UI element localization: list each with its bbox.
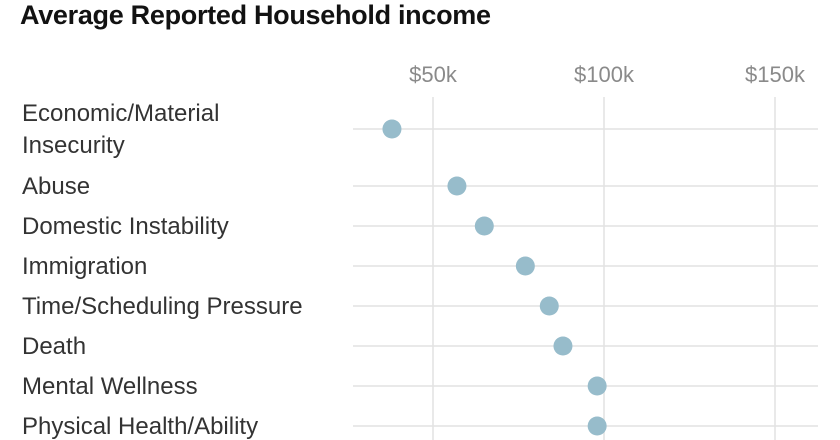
data-point bbox=[587, 376, 607, 396]
x-tick-label: $100k bbox=[574, 62, 635, 87]
category-label: Time/Scheduling Pressure bbox=[22, 293, 303, 320]
data-point bbox=[515, 256, 535, 276]
data-point bbox=[474, 216, 494, 236]
category-label: Abuse bbox=[22, 173, 90, 200]
category-label: Immigration bbox=[22, 253, 147, 280]
category-label: Death bbox=[22, 333, 86, 360]
data-points bbox=[382, 119, 607, 436]
category-label: Domestic Instability bbox=[22, 213, 229, 240]
category-label: Physical Health/Ability bbox=[22, 413, 258, 440]
x-tick-label: $150k bbox=[745, 62, 806, 87]
x-tick-label: $50k bbox=[409, 62, 458, 87]
data-point bbox=[553, 336, 573, 356]
x-axis-tick-labels: $50k $100k $150k bbox=[409, 62, 806, 87]
chart-title: Average Reported Household income bbox=[20, 0, 491, 30]
grid-lines bbox=[353, 97, 818, 440]
data-point bbox=[539, 296, 559, 316]
data-point bbox=[447, 176, 467, 196]
category-labels: Economic/Material Insecurity Abuse Domestic… bbox=[22, 100, 303, 440]
data-point bbox=[382, 119, 402, 139]
category-label: Economic/Material Insecurity bbox=[22, 100, 219, 159]
category-label: Mental Wellness bbox=[22, 373, 198, 400]
data-point bbox=[587, 416, 607, 436]
